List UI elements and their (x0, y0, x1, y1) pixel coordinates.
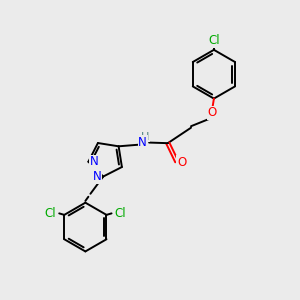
Text: N: N (138, 136, 147, 149)
Text: Cl: Cl (208, 34, 220, 47)
Text: N: N (93, 170, 102, 183)
Text: H: H (141, 132, 150, 142)
Text: Cl: Cl (115, 207, 126, 220)
Text: Cl: Cl (44, 207, 56, 220)
Text: N: N (90, 155, 99, 168)
Text: O: O (208, 106, 217, 119)
Text: O: O (177, 156, 186, 169)
